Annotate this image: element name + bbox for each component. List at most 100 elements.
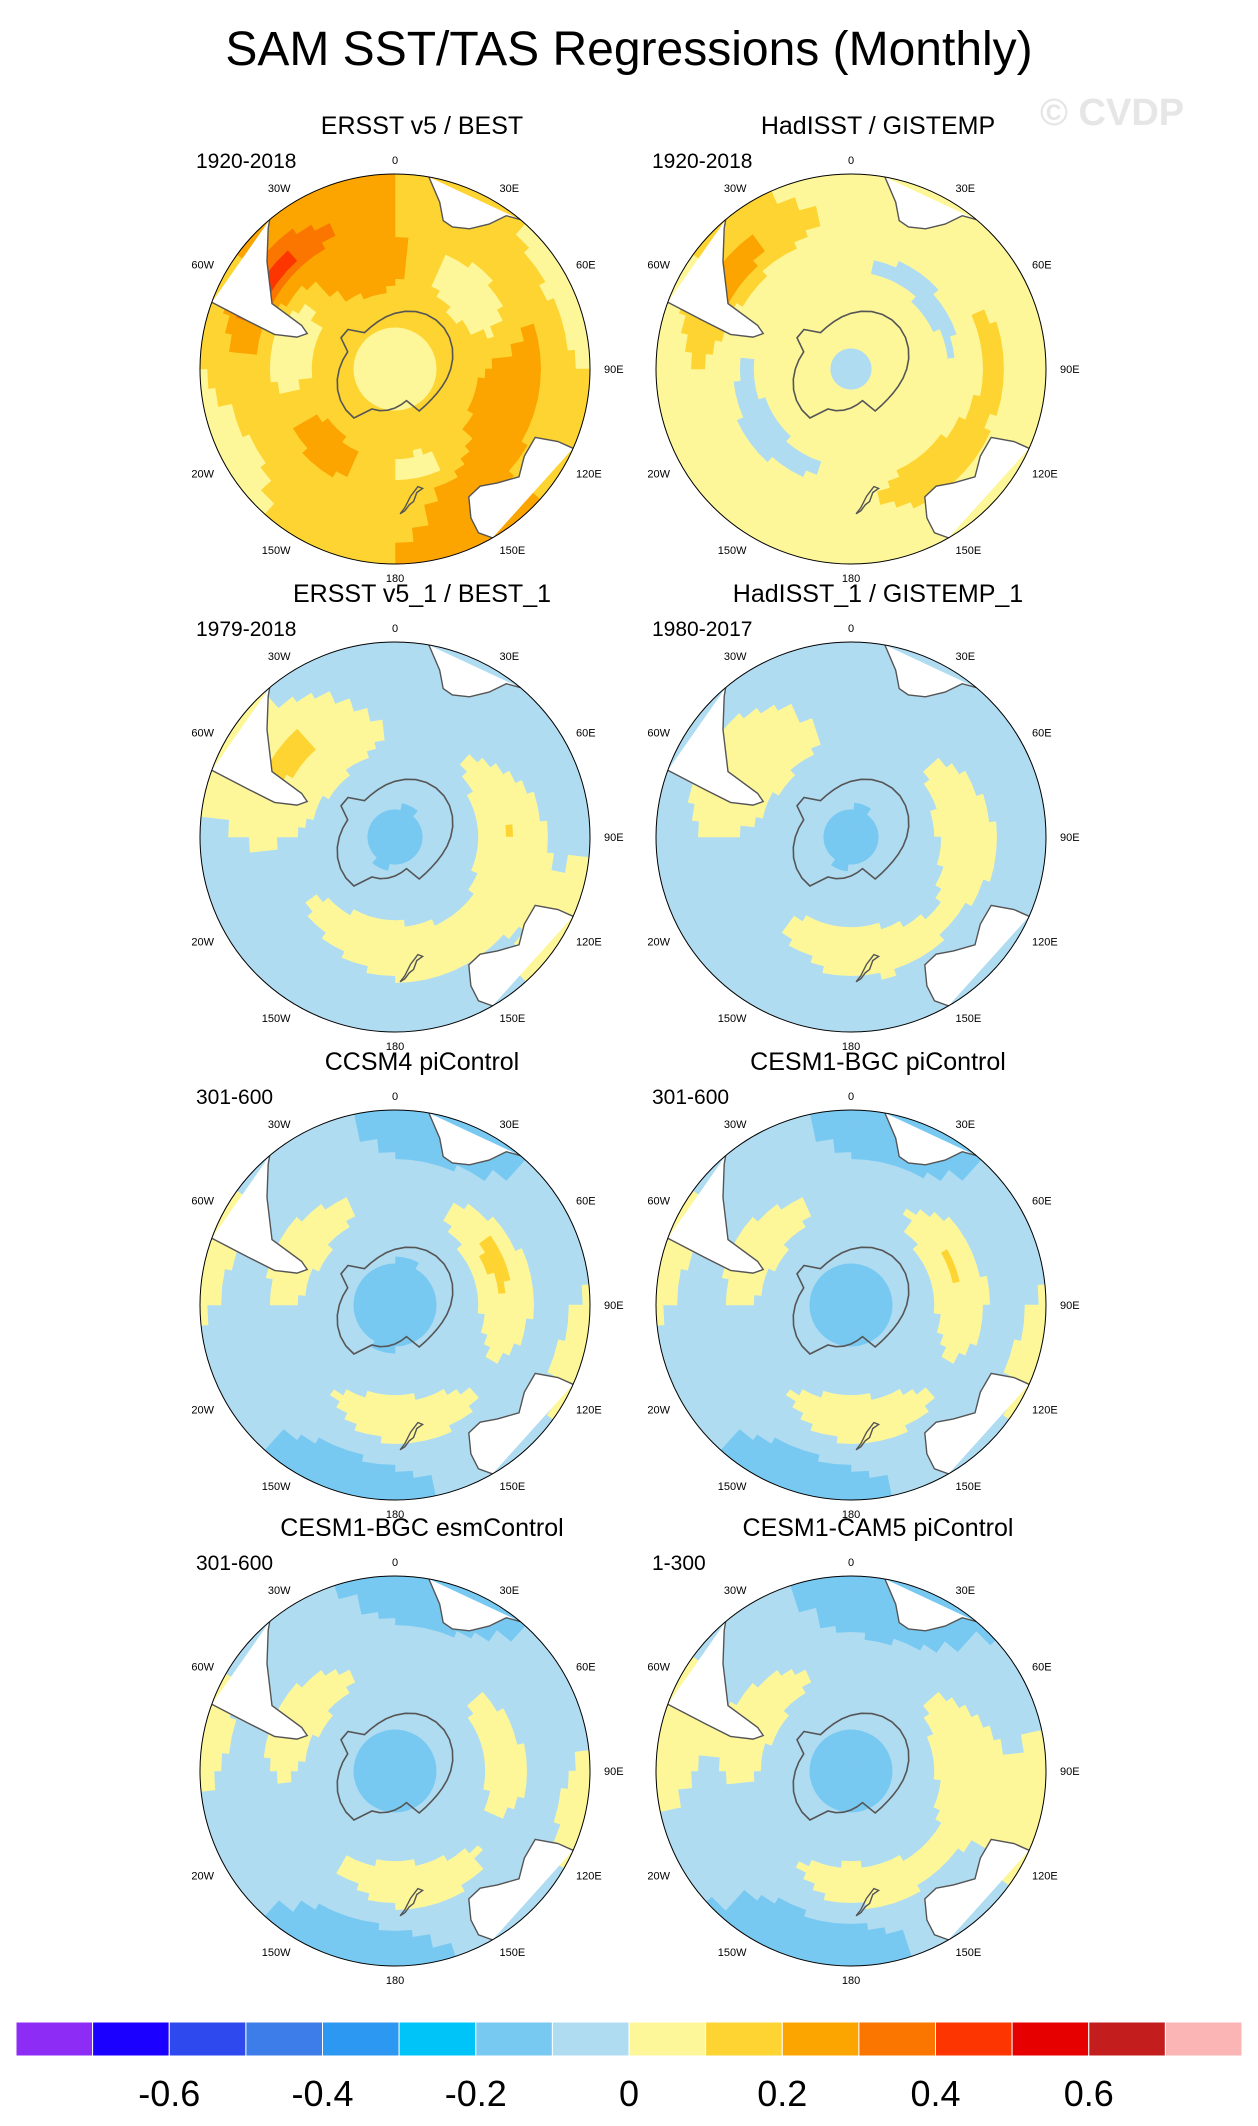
- panel-years: 301-600: [196, 1552, 274, 1575]
- panel-years: 301-600: [652, 1086, 730, 1109]
- longitude-label: 180: [386, 1041, 404, 1050]
- longitude-label: 150E: [956, 1013, 982, 1025]
- longitude-label: 30E: [956, 1119, 976, 1131]
- longitude-label: 60E: [576, 728, 596, 740]
- australia-coastline: [468, 436, 574, 539]
- australia-coastline: [924, 436, 1030, 539]
- panel-title: CESM1-BGC piControl: [750, 1048, 1006, 1076]
- longitude-label: 90E: [604, 364, 624, 376]
- regression-field: [656, 1110, 1046, 1500]
- panel-years: 1-300: [652, 1552, 706, 1575]
- longitude-label: 30E: [500, 183, 520, 195]
- antarctica-coastline: [336, 778, 454, 887]
- polar-map: 030E60E90E120E150E180150W120W90W60W30W: [648, 1557, 1080, 1984]
- polar-map: 030E60E90E120E150E180150W120W90W60W30W: [648, 1091, 1080, 1518]
- map-border: [199, 641, 591, 1033]
- longitude-label: 120E: [1032, 937, 1058, 949]
- antarctica-coastline: [336, 1712, 454, 1821]
- colorbar-tick-label: -0.4: [291, 2073, 353, 2114]
- colorbar-swatch: [551, 2022, 630, 2057]
- australia-coastline: [924, 1372, 1030, 1475]
- longitude-label: 0: [848, 155, 854, 167]
- longitude-label: 60E: [576, 1662, 596, 1674]
- polar-map: 030E60E90E120E150E180150W120W90W60W30W: [648, 155, 1080, 582]
- longitude-label: 120W: [648, 937, 671, 949]
- panel-title: CESM1-CAM5 piControl: [742, 1514, 1014, 1542]
- longitude-label: 180: [842, 1975, 860, 1984]
- new-zealand-coastline: [399, 953, 425, 983]
- longitude-label: 60E: [1032, 1662, 1052, 1674]
- africa-coastline: [428, 644, 521, 698]
- map-border: [655, 1575, 1047, 1967]
- longitude-label: 150E: [956, 545, 982, 557]
- longitude-label: 150E: [956, 1481, 982, 1493]
- longitude-label: 150E: [500, 1013, 526, 1025]
- longitude-label: 120E: [1032, 469, 1058, 481]
- longitude-label: 0: [392, 155, 398, 167]
- longitude-label: 150W: [718, 545, 747, 557]
- south-america-coastline: [211, 687, 309, 806]
- map-panel: ERSST v5 / BEST 0 30E 60E 90E 120E 150E 180 150W…: [192, 112, 652, 582]
- colorbar-swatch: [398, 2022, 477, 2057]
- map-panel: HadISST / GISTEMP 0 30E 60E 90E 120E 150E 180 15…: [648, 112, 1108, 582]
- longitude-label: 60E: [1032, 1196, 1052, 1208]
- new-zealand-coastline: [855, 485, 881, 515]
- figure-title: SAM SST/TAS Regressions (Monthly): [225, 23, 1033, 76]
- longitude-label: 150E: [500, 545, 526, 557]
- panel-years: 1920-2018: [652, 150, 753, 173]
- longitude-label: 60W: [192, 1196, 215, 1208]
- colorbar-tick-label: 0.2: [757, 2073, 807, 2114]
- antarctica-coastline: [792, 1712, 910, 1821]
- colorbar-swatch: [935, 2022, 1013, 2057]
- new-zealand-coastline: [855, 1421, 881, 1451]
- polar-map: 030E60E90E120E150E180150W120W90W60W30W: [192, 623, 624, 1050]
- longitude-label: 120E: [576, 1405, 602, 1417]
- longitude-label: 60E: [1032, 728, 1052, 740]
- map-border: [655, 1109, 1047, 1501]
- longitude-label: 120E: [1032, 1405, 1058, 1417]
- colorbar-swatch: [16, 2022, 94, 2057]
- longitude-label: 120E: [1032, 1871, 1058, 1883]
- longitude-label: 150W: [718, 1947, 747, 1959]
- longitude-label: 180: [386, 1509, 404, 1518]
- longitude-label: 150W: [718, 1013, 747, 1025]
- panel-years: 1920-2018: [196, 150, 297, 173]
- longitude-label: 60W: [648, 1196, 671, 1208]
- longitude-label: 150W: [262, 1013, 291, 1025]
- longitude-label: 30W: [268, 651, 291, 663]
- longitude-label: 120W: [192, 469, 215, 481]
- longitude-label: 150E: [956, 1947, 982, 1959]
- panel-title: CCSM4 piControl: [324, 1048, 520, 1076]
- longitude-label: 150E: [500, 1947, 526, 1959]
- panel-title: CESM1-BGC esmControl: [280, 1514, 564, 1542]
- africa-coastline: [428, 1578, 521, 1632]
- regression-field: [200, 1110, 590, 1500]
- panel-years: 1979-2018: [196, 618, 297, 641]
- antarctica-coastline: [336, 310, 454, 419]
- longitude-label: 150W: [262, 545, 291, 557]
- africa-coastline: [428, 176, 521, 230]
- antarctica-coastline: [336, 1246, 454, 1355]
- panel-title: HadISST_1 / GISTEMP_1: [732, 580, 1024, 608]
- south-america-coastline: [667, 1621, 765, 1740]
- longitude-label: 90E: [604, 832, 624, 844]
- longitude-label: 60W: [192, 260, 215, 272]
- regression-field: [656, 174, 1046, 564]
- australia-coastline: [468, 904, 574, 1007]
- longitude-label: 0: [848, 623, 854, 635]
- regression-field: [200, 642, 590, 1032]
- map-panel: CESM1-BGC esmControl 0 30E 60E 90E 120E 150E 18…: [192, 1514, 652, 1984]
- new-zealand-coastline: [399, 1887, 425, 1917]
- africa-coastline: [884, 1578, 977, 1632]
- longitude-label: 30W: [268, 183, 291, 195]
- new-zealand-coastline: [399, 485, 425, 515]
- longitude-label: 150W: [262, 1947, 291, 1959]
- longitude-label: 0: [392, 623, 398, 635]
- longitude-label: 30W: [724, 1585, 747, 1597]
- longitude-label: 90E: [1060, 832, 1080, 844]
- map-panel: CESM1-CAM5 piControl 0 30E 60E 90E 120E 150E 18…: [648, 1514, 1108, 1984]
- colorbar-swatch: [322, 2022, 400, 2057]
- polar-map: 030E60E90E120E150E180150W120W90W60W30W: [192, 1557, 624, 1984]
- longitude-label: 60W: [648, 260, 671, 272]
- longitude-label: 60E: [576, 1196, 596, 1208]
